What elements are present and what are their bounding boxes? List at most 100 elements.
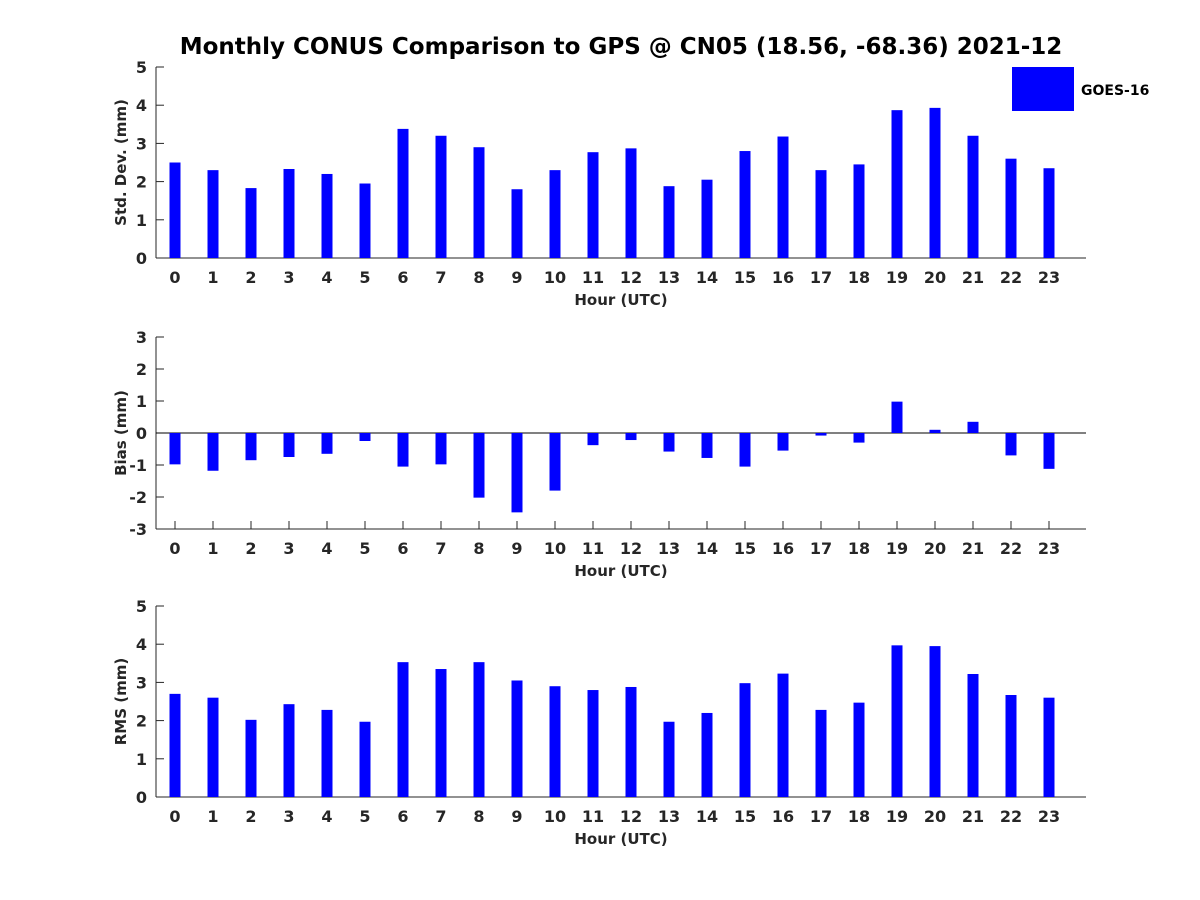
x-tick-label: 22 [1000,807,1022,826]
x-tick-label: 19 [886,807,908,826]
bar-hour-6 [397,662,409,797]
x-tick-label: 19 [886,268,908,287]
legend: GOES-16 [1012,67,1149,111]
x-axis-label: Hour (UTC) [574,562,667,580]
y-tick-label: -3 [129,520,147,539]
x-tick-label: 12 [620,807,642,826]
bar-hour-8 [473,147,485,258]
x-tick-label: 11 [582,807,604,826]
x-tick-label: 16 [772,268,794,287]
x-tick-label: 18 [848,807,870,826]
bar-hour-6 [397,128,409,258]
y-tick-label: -1 [129,456,147,475]
x-tick-label: 4 [321,268,332,287]
bar-hour-9 [511,433,523,513]
x-tick-label: 20 [924,268,946,287]
y-tick-label: 3 [136,134,147,153]
y-axis-label: Bias (mm) [112,390,130,476]
bar-hour-8 [473,662,485,797]
bar-hour-6 [397,433,409,467]
bar-hour-16 [777,673,789,797]
bar-hour-1 [207,697,219,797]
bar-hour-11 [587,690,599,797]
y-tick-label: 3 [136,673,147,692]
x-axis-label: Hour (UTC) [574,291,667,309]
bar-hour-9 [511,680,523,797]
bar-hour-20 [929,107,941,259]
bar-hour-21 [967,135,979,258]
y-tick-label: 4 [136,96,147,115]
bar-hour-2 [245,433,257,461]
y-tick-label: 1 [136,750,147,769]
x-tick-label: 6 [397,539,408,558]
bar-hour-18 [853,164,865,258]
x-tick-label: 14 [696,807,718,826]
bar-hour-13 [663,433,675,452]
bar-hour-12 [625,433,637,441]
bar-hour-8 [473,433,485,498]
x-tick-label: 5 [359,807,370,826]
bar-hour-5 [359,433,371,441]
x-tick-label: 18 [848,539,870,558]
x-tick-label: 14 [696,268,718,287]
bar-hour-3 [283,704,295,797]
x-tick-label: 11 [582,268,604,287]
y-tick-label: 1 [136,392,147,411]
x-tick-label: 1 [207,268,218,287]
x-tick-label: 15 [734,539,756,558]
bar-hour-11 [587,152,599,258]
bar-hour-7 [435,669,447,797]
x-tick-label: 15 [734,268,756,287]
chart-title: Monthly CONUS Comparison to GPS @ CN05 (… [180,34,1063,60]
y-tick-label: 2 [136,360,147,379]
bar-hour-22 [1005,695,1017,797]
bar-hour-19 [891,401,903,433]
x-tick-label: 5 [359,268,370,287]
x-tick-label: 0 [169,539,180,558]
x-tick-label: 10 [544,807,566,826]
x-tick-label: 17 [810,807,832,826]
x-tick-label: 14 [696,539,718,558]
bar-hour-23 [1043,697,1055,797]
bar-hour-18 [853,433,865,443]
bar-hour-4 [321,173,333,258]
x-tick-label: 10 [544,539,566,558]
x-tick-label: 3 [283,807,294,826]
bar-hour-3 [283,168,295,258]
x-tick-label: 9 [511,268,522,287]
x-tick-label: 22 [1000,268,1022,287]
bar-hour-5 [359,721,371,797]
bar-hour-19 [891,110,903,258]
bar-hour-2 [245,188,257,258]
bar-hour-17 [815,433,827,436]
bar-hour-15 [739,683,751,797]
x-axis-label: Hour (UTC) [574,830,667,848]
legend-label-goes-16: GOES-16 [1081,83,1149,99]
bar-hour-22 [1005,158,1017,258]
y-tick-label: 0 [136,788,147,807]
bar-hour-4 [321,709,333,797]
x-tick-label: 19 [886,539,908,558]
bar-hour-12 [625,148,637,258]
x-tick-label: 21 [962,539,984,558]
y-tick-label: 2 [136,173,147,192]
x-tick-label: 3 [283,268,294,287]
bar-hour-10 [549,686,561,797]
x-tick-label: 23 [1038,539,1060,558]
bar-hour-20 [929,646,941,797]
x-tick-label: 13 [658,807,680,826]
x-tick-label: 10 [544,268,566,287]
x-tick-label: 3 [283,539,294,558]
bar-hour-10 [549,433,561,491]
x-tick-label: 13 [658,539,680,558]
bar-hour-17 [815,709,827,797]
y-tick-label: 3 [136,328,147,347]
x-tick-label: 4 [321,807,332,826]
bar-hour-18 [853,702,865,797]
bar-hour-1 [207,170,219,258]
bar-hour-0 [169,162,181,258]
bar-hour-7 [435,433,447,465]
x-tick-label: 22 [1000,539,1022,558]
bar-hour-10 [549,170,561,258]
bar-hour-5 [359,183,371,258]
